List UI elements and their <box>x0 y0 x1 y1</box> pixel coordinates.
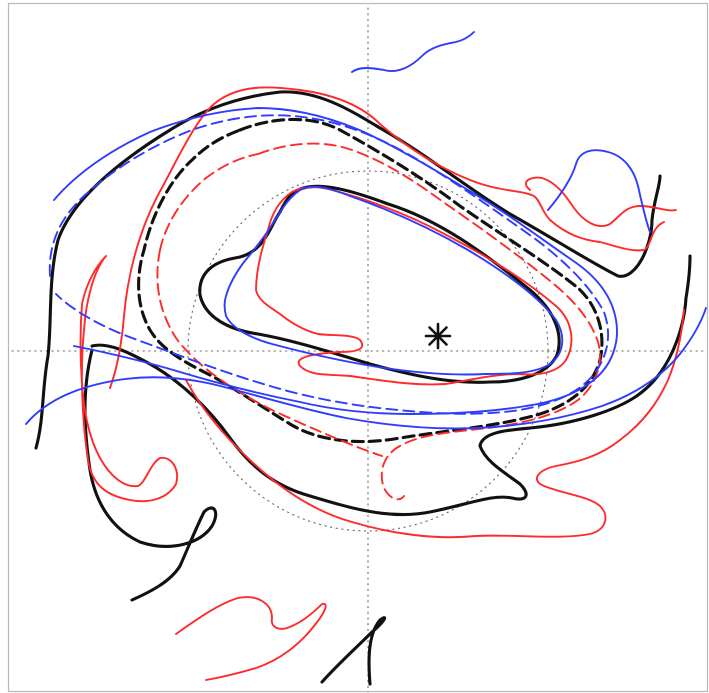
blue-solid-top-squiggle-contour <box>351 31 475 73</box>
blue-solid-outer-contour <box>53 107 618 415</box>
red-solid-left-lobe-contour <box>79 255 178 503</box>
black-solid-tail-contour <box>90 254 692 517</box>
black-solid-outer-contour <box>34 90 662 450</box>
blue-dashed-contour <box>48 114 610 415</box>
red-solid-outer-contour <box>109 86 665 389</box>
red-solid-bottom-squiggle-contour <box>175 596 327 681</box>
asterisk-marker-icon <box>424 322 452 350</box>
red-solid-lower-contour <box>185 309 685 539</box>
black-dashed-contour <box>137 117 604 444</box>
blue-solid-lower-contour <box>25 307 707 430</box>
plot-frame <box>7 2 709 693</box>
blue-solid-right-squiggle-contour <box>547 149 651 233</box>
red-dashed-lower-arc <box>156 153 383 457</box>
black-solid-inner-contour <box>198 184 561 384</box>
black-solid-bottom-hook-contour <box>83 348 218 602</box>
red-solid-outer-top-squiggle <box>525 176 677 227</box>
red-dashed-contour <box>257 142 601 501</box>
black-solid-stem-contour <box>320 616 387 686</box>
contour-set <box>25 31 707 686</box>
blue-solid-inner-contour <box>223 185 564 376</box>
